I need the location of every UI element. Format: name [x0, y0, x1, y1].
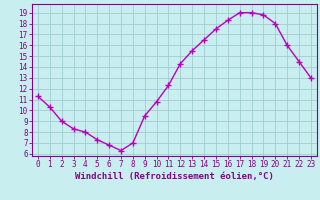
X-axis label: Windchill (Refroidissement éolien,°C): Windchill (Refroidissement éolien,°C): [75, 172, 274, 181]
